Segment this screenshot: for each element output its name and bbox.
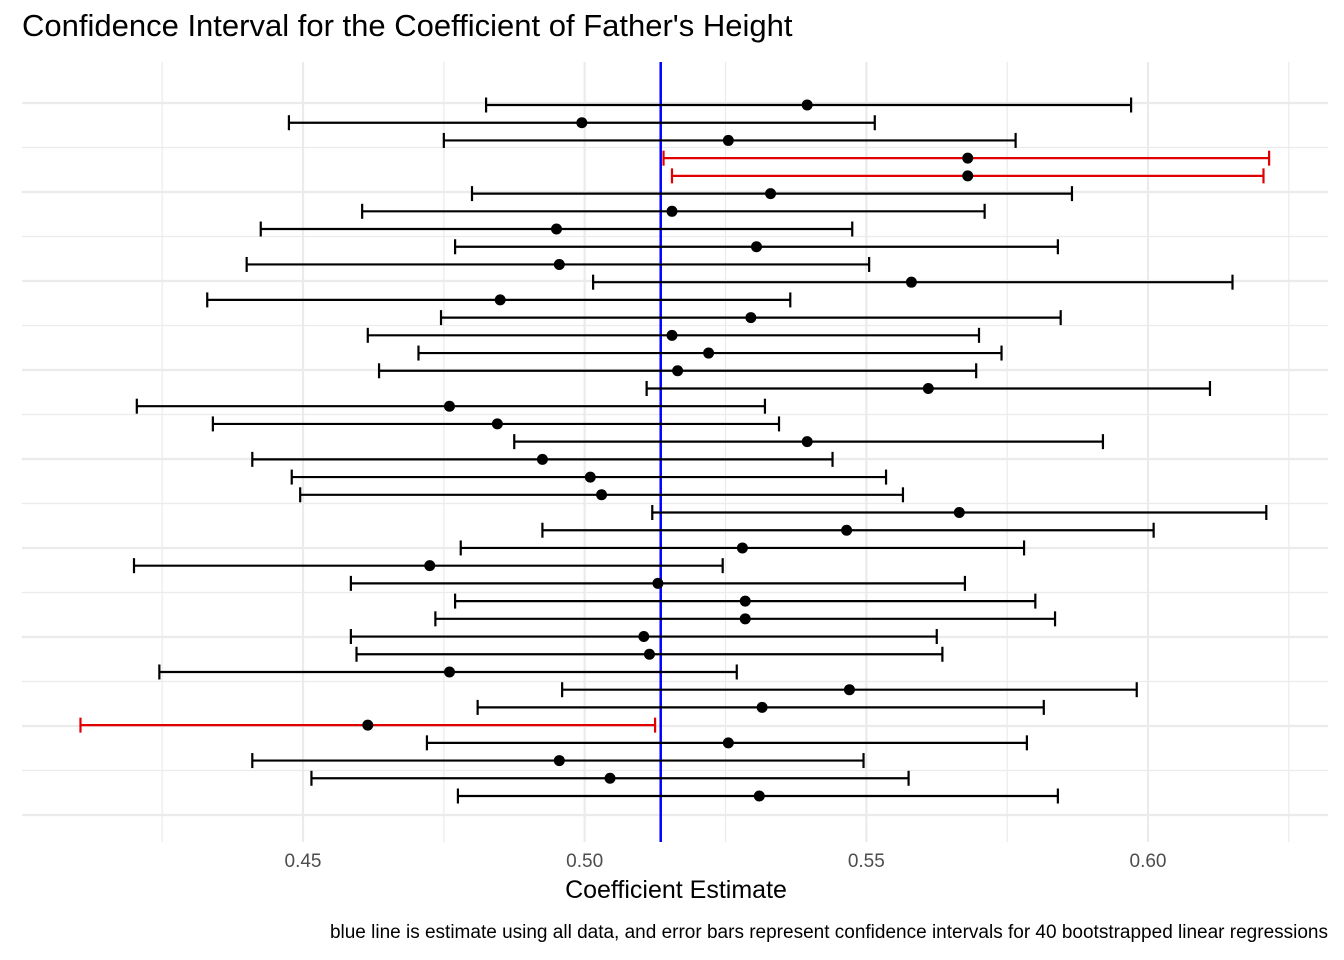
estimate-point: [843, 684, 855, 696]
estimate-point: [596, 489, 608, 501]
estimate-point: [753, 790, 765, 802]
estimate-point: [584, 471, 596, 483]
estimate-point: [362, 719, 374, 731]
estimate-point: [672, 365, 684, 377]
estimate-point: [962, 170, 974, 182]
estimate-point: [553, 258, 565, 270]
estimate-point: [962, 152, 974, 164]
chart-caption: blue line is estimate using all data, an…: [329, 922, 1328, 943]
estimate-point: [756, 701, 768, 713]
estimate-point: [739, 613, 751, 625]
estimate-point: [443, 400, 455, 412]
interval-bars: [79, 97, 1271, 804]
estimate-point: [638, 631, 650, 643]
estimate-point: [765, 188, 777, 200]
estimate-point: [553, 755, 565, 767]
estimate-point: [722, 134, 734, 146]
estimate-point: [905, 276, 917, 288]
x-axis-tick-labels: 0.45 0.50 0.55 0.60: [285, 851, 1167, 872]
estimate-point: [739, 595, 751, 607]
estimate-point: [703, 347, 715, 359]
estimate-point: [841, 524, 853, 536]
chart-title: Confidence Interval for the Coefficient …: [22, 8, 793, 43]
estimate-point: [643, 648, 655, 660]
estimate-point: [551, 223, 562, 235]
estimate-point: [736, 542, 748, 554]
estimate-point: [666, 329, 678, 341]
x-tick-label: 0.50: [566, 851, 603, 872]
estimate-points: [362, 99, 974, 802]
estimate-point: [604, 772, 616, 784]
estimate-point: [922, 382, 934, 394]
estimate-point: [750, 241, 762, 253]
estimate-point: [801, 99, 813, 111]
estimate-point: [494, 294, 506, 306]
estimate-point: [536, 453, 548, 465]
estimate-point: [722, 737, 734, 749]
estimate-point: [652, 577, 664, 589]
x-axis-label: Coefficient Estimate: [565, 876, 787, 904]
x-tick-label: 0.55: [848, 851, 885, 872]
estimate-point: [424, 560, 436, 572]
estimate-point: [576, 117, 588, 129]
estimate-point: [801, 436, 813, 448]
estimate-point: [745, 312, 757, 324]
x-tick-label: 0.60: [1130, 851, 1167, 872]
estimate-point: [443, 666, 455, 678]
x-tick-label: 0.45: [285, 851, 322, 872]
estimate-point: [666, 205, 678, 217]
estimate-point: [953, 507, 965, 519]
estimate-point: [491, 418, 503, 430]
